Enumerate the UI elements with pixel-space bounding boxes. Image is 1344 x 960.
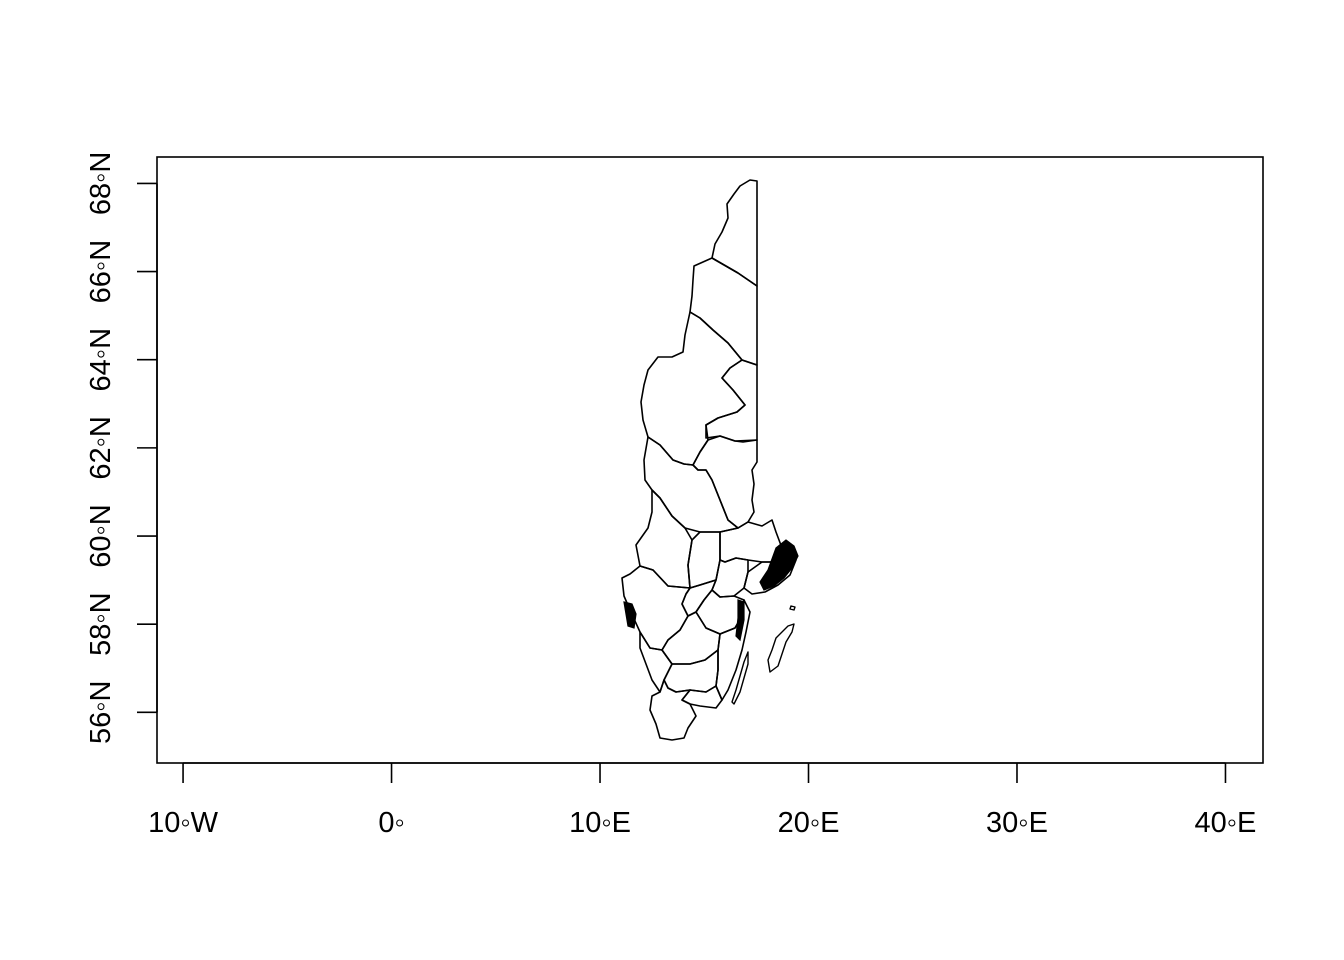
region-skane: [649, 679, 697, 741]
west-coast-islands: [623, 601, 637, 629]
x-tick-label: 30◦E: [986, 807, 1048, 839]
x-axis: 10◦W 0◦ 10◦E 20◦E 30◦E 40◦E: [148, 762, 1257, 839]
y-tick-label: 58◦N: [85, 592, 117, 655]
region-vasterbotten: [689, 257, 758, 366]
x-tick-label: 0◦: [378, 807, 404, 839]
y-tick-label: 56◦N: [85, 681, 117, 744]
y-axis: 56◦N 58◦N 60◦N 62◦N 64◦N 66◦N 68◦N: [85, 152, 158, 744]
y-tick-label: 62◦N: [85, 416, 117, 479]
region-orebro: [681, 579, 717, 617]
region-blekinge: [681, 685, 723, 709]
region-dalarna: [643, 436, 739, 533]
plot-frame: [156, 156, 1264, 764]
region-vasternorrland: [705, 359, 758, 443]
region-varmland: [635, 489, 693, 589]
island-gotland: [767, 623, 795, 673]
x-tick-label: 10◦E: [569, 807, 631, 839]
stockholm-archipelago: [759, 539, 799, 591]
x-tick-label: 10◦W: [148, 807, 219, 839]
map-regions: [621, 179, 799, 741]
region-kalmar: [715, 599, 751, 701]
region-kronoberg: [663, 649, 719, 693]
y-tick-label: 66◦N: [85, 240, 117, 303]
y-tick-label: 68◦N: [85, 152, 117, 215]
small-island: [789, 605, 796, 611]
y-tick-label: 64◦N: [85, 328, 117, 391]
y-tick-label: 60◦N: [85, 504, 117, 567]
east-coast-islands: [735, 599, 745, 642]
island-oland: [731, 651, 749, 705]
region-jonkoping: [661, 611, 721, 665]
x-tick-label: 40◦E: [1195, 807, 1257, 839]
region-sodermanland: [711, 557, 749, 598]
x-tick-label: 20◦E: [778, 807, 840, 839]
